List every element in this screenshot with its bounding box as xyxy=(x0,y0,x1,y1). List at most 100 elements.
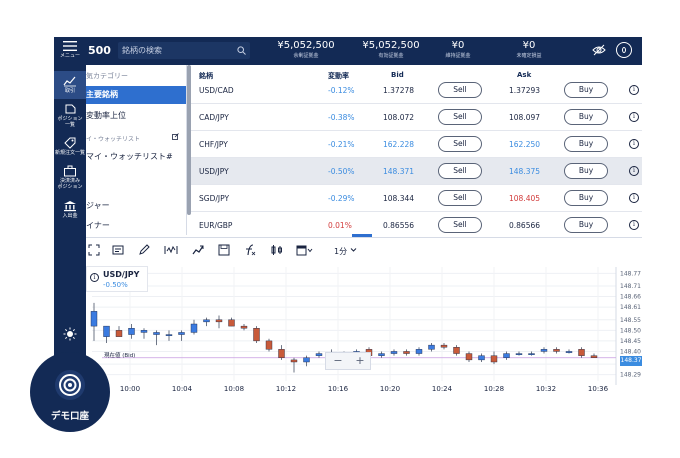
nav-item-orders[interactable]: 新規注文一覧 xyxy=(54,137,86,161)
sell-button[interactable]: Sell xyxy=(438,190,482,206)
candle-icon[interactable] xyxy=(270,244,284,256)
pair-cell: USD/JPY xyxy=(199,167,229,176)
rates-table: 銘柄 変動率 Bid Ask USD/CAD -0.12% 1.37278 Se… xyxy=(191,65,642,237)
candle-body xyxy=(540,349,548,352)
buy-button[interactable]: Buy xyxy=(564,136,608,152)
info-icon[interactable]: i xyxy=(90,273,99,282)
expand-icon[interactable] xyxy=(88,244,100,256)
nav-item-closed-positions[interactable]: 決済済み ポジション xyxy=(54,165,86,195)
category-item-top-movers[interactable]: 変動率上位 xyxy=(86,111,126,120)
info-icon[interactable]: i xyxy=(629,166,639,176)
app-header: 500 銘柄の検索 ¥5,052,500 余剰証拠金 ¥5,052,500 有効… xyxy=(86,37,642,65)
buy-button[interactable]: Buy xyxy=(564,163,608,179)
candle-body xyxy=(403,351,410,354)
indicator-icon[interactable] xyxy=(112,244,124,256)
eye-off-icon[interactable] xyxy=(592,44,606,56)
demo-account-badge[interactable]: デモ口座 xyxy=(30,352,110,432)
sell-button[interactable]: Sell xyxy=(438,109,482,125)
sell-button[interactable]: Sell xyxy=(438,82,482,98)
info-icon[interactable]: i xyxy=(629,193,639,203)
change-cell: 0.01% xyxy=(328,221,352,230)
sell-button[interactable]: Sell xyxy=(438,217,482,233)
table-row[interactable]: CAD/JPY -0.38% 108.072 Sell 108.097 Buy … xyxy=(191,104,642,131)
table-row[interactable]: EUR/GBP 0.01% 0.86556 Sell 0.86566 Buy i xyxy=(191,212,642,237)
info-icon[interactable]: i xyxy=(629,112,639,122)
trend-icon[interactable] xyxy=(192,244,204,256)
buy-button[interactable]: Buy xyxy=(564,190,608,206)
category-item-watchlist[interactable]: マイ・ウォッチリスト# xyxy=(86,152,173,161)
panel-resize-handle[interactable] xyxy=(352,234,372,237)
candle-body xyxy=(528,353,535,355)
chart-toolbar: 1分 xyxy=(86,237,642,263)
info-icon[interactable]: i xyxy=(629,85,639,95)
buy-button[interactable]: Buy xyxy=(564,217,608,233)
zoom-control: − + xyxy=(325,352,371,370)
table-row[interactable]: CHF/JPY -0.21% 162.228 Sell 162.250 Buy … xyxy=(191,131,642,158)
candle-body xyxy=(90,311,98,327)
zoom-out-button[interactable]: − xyxy=(333,354,343,367)
bid-cell: 108.344 xyxy=(383,194,415,203)
account-label: 余剰証拠金 xyxy=(293,53,319,59)
candle-body xyxy=(503,353,510,358)
save-icon[interactable] xyxy=(218,244,230,256)
info-icon[interactable]: i xyxy=(629,220,639,230)
edit-icon[interactable] xyxy=(172,133,179,140)
buy-button[interactable]: Buy xyxy=(564,109,608,125)
table-row-selected[interactable]: USD/JPY -0.50% 148.371 Sell 148.375 Buy … xyxy=(191,158,642,185)
category-panel: 気カテゴリー 主要銘柄 変動率上位 イ・ウォッチリスト マイ・ウォッチリスト# … xyxy=(86,65,187,235)
candle-body xyxy=(178,332,185,335)
category-item-extra[interactable]: ジャー xyxy=(86,201,110,210)
category-item-extra[interactable]: イナー xyxy=(86,221,110,230)
candlestick-chart[interactable]: 148.77 148.71 148.66 148.61 148.55 148.50 148.… xyxy=(86,263,642,393)
sell-button[interactable]: Sell xyxy=(438,163,482,179)
bank-icon xyxy=(64,201,76,212)
theme-toggle[interactable] xyxy=(54,327,86,343)
zoom-in-button[interactable]: + xyxy=(355,354,365,367)
pair-cell: USD/CAD xyxy=(199,86,234,95)
nav-item-positions[interactable]: ポジション 一覧 xyxy=(54,103,86,133)
column-header-pair: 銘柄 xyxy=(199,72,213,80)
table-row[interactable]: USD/CAD -0.12% 1.37278 Sell 1.37293 Buy … xyxy=(191,77,642,104)
wave-icon[interactable] xyxy=(164,244,178,256)
candle-body xyxy=(590,355,598,358)
briefcase-icon xyxy=(64,165,76,177)
bid-cell: 108.072 xyxy=(383,113,415,122)
category-item-major[interactable]: 主要銘柄 xyxy=(86,86,186,104)
candle-body xyxy=(415,349,423,354)
candle-body xyxy=(478,355,485,361)
tag-icon xyxy=(64,137,76,149)
category-scrollbar[interactable] xyxy=(187,65,191,215)
buy-button[interactable]: Buy xyxy=(564,82,608,98)
y-tick-label: 148.29 xyxy=(620,372,641,379)
logout-button[interactable] xyxy=(616,42,632,58)
candle-body xyxy=(153,332,160,335)
menu-button[interactable]: メニュー xyxy=(54,40,86,68)
candle-body xyxy=(490,355,498,363)
nav-item-label: 決済済み ポジション xyxy=(57,178,83,190)
search-input[interactable]: 銘柄の検索 xyxy=(118,42,250,59)
chart-change: -0.50% xyxy=(103,281,128,289)
account-unrealized-pl: ¥0 未確定損益 xyxy=(509,40,549,59)
sell-button[interactable]: Sell xyxy=(438,136,482,152)
chevron-down-icon[interactable] xyxy=(350,247,357,253)
interval-select[interactable]: 1分 xyxy=(334,247,348,256)
price-chart[interactable]: 148.77 148.71 148.66 148.61 148.55 148.50 148.… xyxy=(86,263,642,393)
calendar-icon[interactable] xyxy=(296,244,314,256)
change-cell: -0.50% xyxy=(328,167,355,176)
account-label: 有効証拠金 xyxy=(378,53,404,59)
candle-body xyxy=(303,357,310,363)
table-row[interactable]: SGD/JPY -0.29% 108.344 Sell 108.405 Buy … xyxy=(191,185,642,212)
candle-body xyxy=(203,319,210,323)
ask-cell: 108.097 xyxy=(509,113,541,122)
info-icon[interactable]: i xyxy=(629,139,639,149)
function-icon[interactable] xyxy=(244,244,256,256)
pencil-icon[interactable] xyxy=(138,244,150,256)
x-tick-label: 10:28 xyxy=(484,385,504,393)
current-price-label: 現在値 (Bid) xyxy=(104,353,136,359)
demo-label: デモ口座 xyxy=(50,411,89,422)
candle-body xyxy=(565,351,573,353)
nav-item-trade[interactable]: 取引 xyxy=(54,71,86,99)
candle-body xyxy=(515,353,523,355)
y-tick-label: 148.77 xyxy=(620,270,641,277)
nav-item-deposit[interactable]: 入出金 xyxy=(54,200,86,226)
